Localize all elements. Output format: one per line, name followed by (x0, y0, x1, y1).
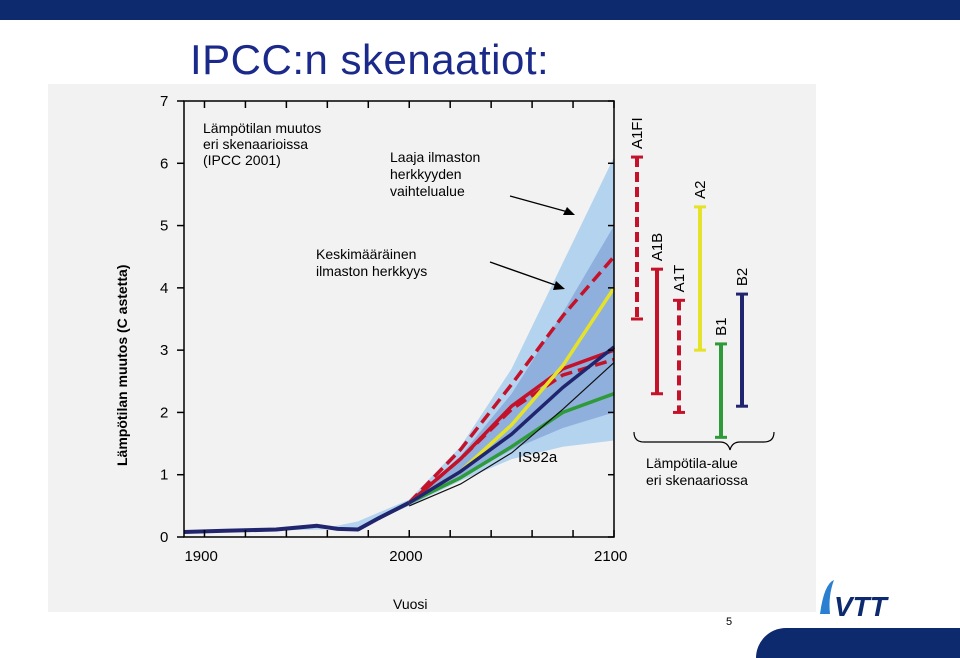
range-label-b1: B1 (713, 318, 730, 336)
range-label-a1b: A1B (649, 233, 666, 261)
annotation-arrowhead-mean (553, 281, 565, 290)
x-tick-label: 2100 (594, 548, 627, 565)
range-label-a2: A2 (692, 181, 709, 199)
range-label-b2: B2 (734, 268, 751, 286)
x-tick-label: 2000 (389, 548, 422, 565)
y-tick-label: 7 (160, 93, 168, 110)
annotation-arrowhead-wide (563, 207, 575, 215)
series-historical (183, 500, 411, 534)
annotation-wide-range-2: herkkyyden (390, 166, 462, 182)
y-tick-label: 3 (160, 342, 168, 359)
footer-band (756, 628, 960, 658)
annotation-mean-2: ilmaston herkkyys (316, 263, 427, 279)
annotation-arrow-mean (489, 261, 559, 287)
y-tick-label: 5 (160, 218, 168, 235)
annotation-mean-1: Keskimääräinen (316, 246, 416, 262)
top-banner (0, 0, 960, 20)
x-tick-label: 1900 (184, 548, 217, 565)
y-tick-label: 2 (160, 404, 168, 421)
chart-figure: 0 1 2 3 4 5 6 7 1900 2000 2100 A1FI A1B A1T A2 B1 B2 Lä… (48, 84, 816, 612)
annotation-wide-range-1: Laaja ilmaston (390, 149, 480, 165)
scenario-chart: 0 1 2 3 4 5 6 7 1900 2000 2100 A1FI A1B A1T A2 B1 B2 Lä… (114, 93, 775, 612)
plot-frame (183, 100, 615, 538)
chart-title-line-1: Lämpötilan muutos (203, 120, 321, 136)
y-tick-label: 4 (160, 280, 168, 297)
range-caption-line-1: Lämpötila-alue (646, 455, 738, 471)
x-axis-label: Vuosi (393, 596, 428, 612)
series-b1 (408, 392, 615, 505)
chart-title-line-2: eri skenaarioissa (203, 136, 308, 152)
slide-title: IPCC:n skenaatiot: (190, 36, 550, 83)
logo-wave (820, 580, 834, 614)
page-number: 5 (726, 616, 733, 628)
series-is92a (408, 362, 615, 507)
range-caption-line-2: eri skenaariossa (646, 472, 748, 488)
annotation-wide-range-3: vaihtelualue (390, 183, 465, 199)
range-brace (633, 431, 775, 451)
chart-title-line-3: (IPCC 2001) (203, 152, 281, 168)
is92a-label: IS92a (518, 449, 558, 466)
range-label-a1fi: A1FI (629, 117, 646, 149)
y-axis-label: Lämpötilan muutos (C astetta) (114, 265, 130, 466)
range-label-a1t: A1T (671, 265, 688, 293)
logo-text: VTT (834, 591, 890, 622)
annotation-arrow-wide (509, 195, 569, 213)
y-tick-label: 0 (160, 529, 168, 546)
vtt-logo: VTT (820, 580, 890, 622)
y-tick-label: 1 (160, 467, 168, 484)
series-b2 (408, 345, 616, 505)
y-tick-label: 6 (160, 155, 168, 172)
series-a1t (408, 357, 615, 505)
